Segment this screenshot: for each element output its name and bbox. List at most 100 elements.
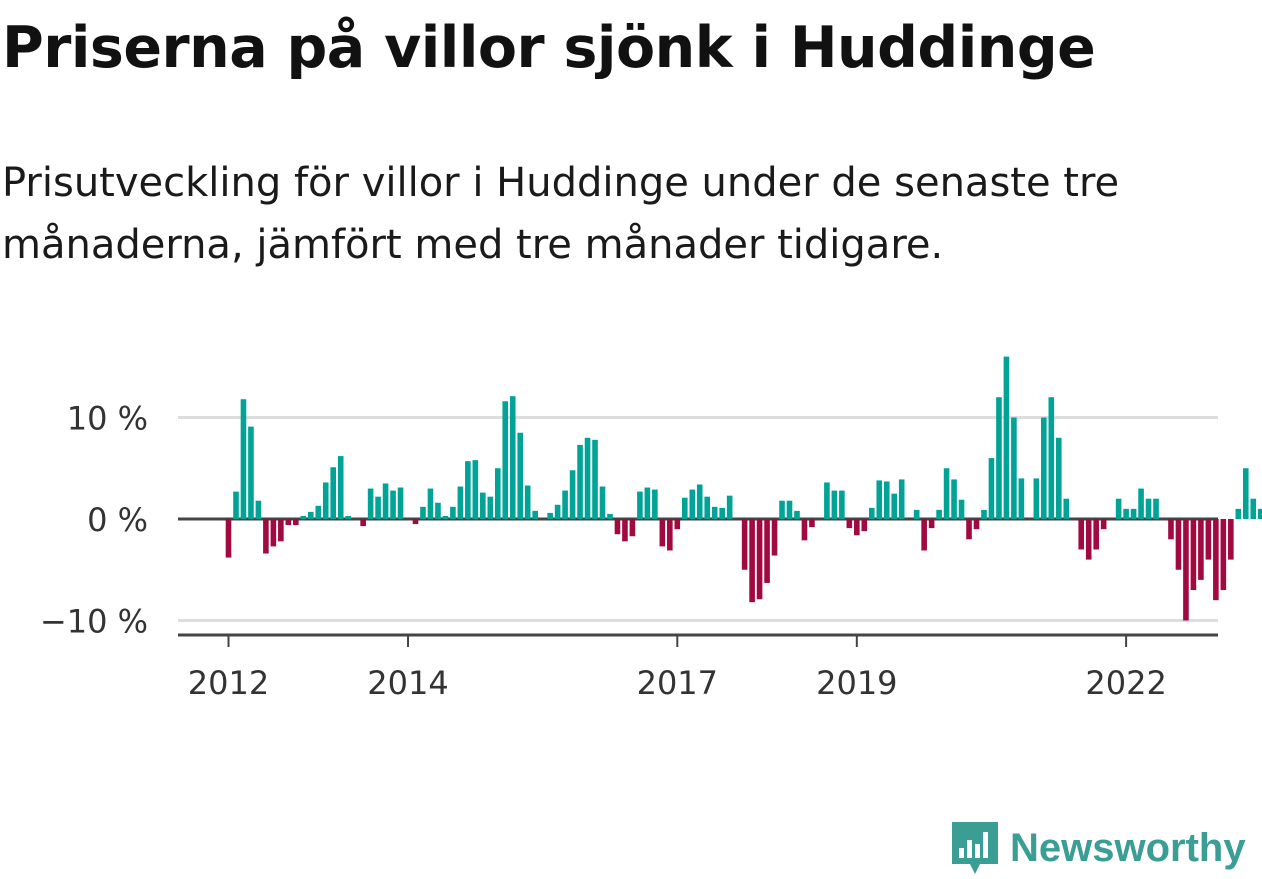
bar bbox=[696, 484, 703, 519]
bar bbox=[891, 493, 898, 520]
bar bbox=[300, 515, 307, 519]
bar bbox=[330, 467, 337, 520]
bar bbox=[629, 519, 636, 537]
bar bbox=[854, 519, 860, 536]
bar bbox=[644, 487, 651, 519]
bar bbox=[652, 489, 658, 519]
bar bbox=[263, 519, 269, 554]
bar bbox=[562, 490, 568, 519]
bar bbox=[951, 479, 957, 520]
bar bbox=[622, 519, 628, 542]
bar bbox=[1250, 498, 1257, 519]
bar bbox=[794, 510, 800, 519]
bar bbox=[532, 510, 538, 519]
y-tick-label: −10 % bbox=[40, 603, 148, 641]
bar bbox=[1063, 498, 1070, 519]
bar bbox=[509, 396, 516, 519]
bar bbox=[248, 426, 254, 519]
bar bbox=[337, 456, 344, 519]
bar bbox=[322, 482, 329, 519]
bar bbox=[1048, 397, 1055, 519]
y-axis-ticks: −10 % 0 % 10 % bbox=[40, 400, 148, 641]
bar bbox=[1130, 508, 1137, 519]
bar bbox=[1138, 488, 1144, 519]
bar bbox=[973, 519, 980, 530]
bar bbox=[225, 519, 232, 558]
bar bbox=[1033, 478, 1040, 519]
bar bbox=[689, 489, 696, 519]
bar bbox=[883, 481, 890, 519]
bar bbox=[502, 401, 509, 519]
bar bbox=[584, 437, 591, 519]
bar bbox=[1078, 519, 1085, 550]
bar bbox=[554, 504, 561, 519]
bar bbox=[315, 505, 322, 520]
x-tick-label: 2012 bbox=[188, 664, 269, 702]
bar bbox=[831, 490, 838, 519]
bar bbox=[457, 486, 464, 519]
bar bbox=[547, 512, 553, 519]
x-tick-label: 2014 bbox=[367, 664, 448, 702]
bar bbox=[988, 458, 995, 519]
bar bbox=[517, 432, 524, 520]
bar bbox=[607, 513, 613, 519]
page-title: Priserna på villor sjönk i Huddinge bbox=[2, 15, 1096, 81]
bar bbox=[442, 515, 449, 519]
bar bbox=[659, 519, 666, 547]
newsworthy-logo-icon bbox=[952, 822, 998, 874]
page-subtitle: Prisutveckling för villor i Huddinge und… bbox=[2, 160, 1120, 268]
bar bbox=[293, 519, 299, 526]
bar bbox=[278, 519, 284, 542]
bar bbox=[1235, 508, 1242, 519]
bar bbox=[861, 519, 868, 532]
bar bbox=[876, 480, 883, 519]
bar bbox=[936, 509, 942, 519]
bar bbox=[614, 519, 621, 535]
bar bbox=[420, 506, 426, 519]
bar bbox=[367, 488, 374, 519]
bar bbox=[569, 470, 576, 519]
bar bbox=[397, 487, 404, 519]
bar bbox=[375, 496, 381, 519]
bar bbox=[1145, 498, 1152, 519]
bar bbox=[1220, 519, 1227, 591]
bar bbox=[1168, 519, 1174, 540]
bar bbox=[427, 488, 434, 519]
bar bbox=[1123, 508, 1129, 519]
bar bbox=[943, 468, 950, 519]
bar bbox=[704, 496, 711, 519]
brand-logo: Newsworthy bbox=[950, 818, 1246, 878]
bar bbox=[786, 500, 793, 519]
bar bbox=[255, 500, 262, 519]
bar bbox=[382, 483, 389, 519]
bar bbox=[1213, 519, 1219, 601]
bar bbox=[1153, 498, 1159, 519]
bar bbox=[741, 519, 748, 570]
bar bbox=[996, 397, 1002, 519]
bar bbox=[1175, 519, 1182, 570]
bar bbox=[809, 519, 815, 528]
bar bbox=[285, 519, 292, 526]
bar bbox=[487, 496, 494, 519]
bar bbox=[577, 444, 583, 519]
bar bbox=[913, 509, 920, 519]
bar bbox=[898, 479, 905, 520]
bar bbox=[801, 519, 808, 541]
bar bbox=[1055, 437, 1062, 519]
bar bbox=[1085, 519, 1092, 560]
bar bbox=[1228, 519, 1234, 560]
bar bbox=[524, 485, 531, 519]
bar bbox=[958, 499, 965, 519]
bar bbox=[756, 519, 763, 600]
bar bbox=[270, 519, 277, 547]
bar bbox=[472, 460, 479, 519]
bar bbox=[1115, 498, 1122, 519]
bar bbox=[839, 490, 845, 519]
bar bbox=[494, 468, 501, 519]
x-tick-label: 2019 bbox=[816, 664, 897, 702]
bar bbox=[928, 519, 935, 529]
bar bbox=[824, 482, 830, 519]
bar bbox=[1242, 468, 1249, 519]
bar bbox=[779, 500, 785, 519]
